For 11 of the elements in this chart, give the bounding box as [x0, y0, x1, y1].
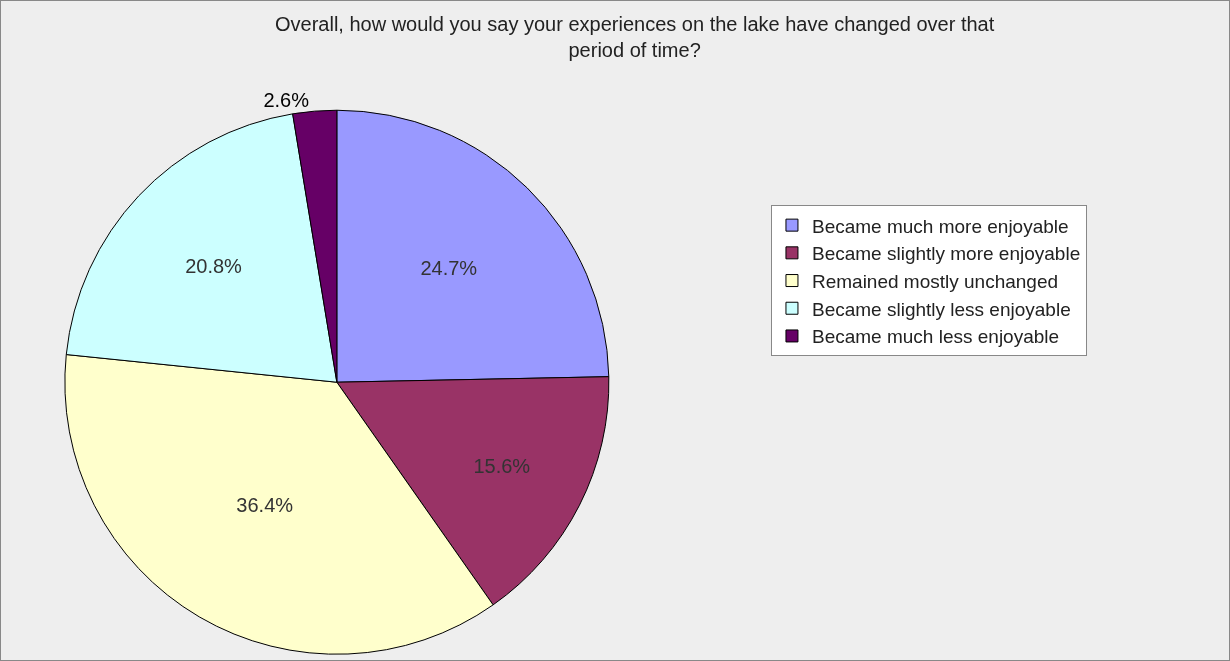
- legend-label: Became much more enjoyable: [811, 215, 1069, 237]
- legend-label: Became much less enjoyable: [811, 326, 1060, 348]
- data-label: 15.6%: [473, 454, 531, 477]
- chart-title: Overall, how would you say your experiences on the lake have changed over that period of time?: [274, 12, 995, 61]
- data-label: 2.6%: [263, 89, 310, 112]
- legend-label: Remained mostly unchanged: [811, 270, 1059, 292]
- data-label: 20.8%: [185, 255, 243, 278]
- data-label: 36.4%: [236, 494, 294, 517]
- legend-label: Became slightly less enjoyable: [811, 298, 1071, 320]
- legend-label: Became slightly more enjoyable: [811, 243, 1081, 265]
- data-label: 24.7%: [420, 256, 478, 279]
